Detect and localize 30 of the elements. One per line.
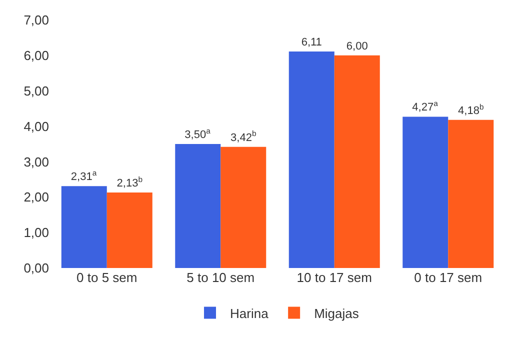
x-tick-label: 5 to 10 sem	[186, 270, 255, 285]
bar	[288, 52, 334, 268]
bar	[334, 55, 380, 268]
legend-label: Harina	[230, 306, 270, 321]
y-tick-label: 3,00	[24, 154, 49, 170]
y-tick-label: 0,00	[24, 260, 49, 276]
x-tick-label: 0 to 17 sem	[414, 270, 482, 285]
data-label: 4,18$^{b}$	[458, 102, 484, 117]
y-tick-label: 7,00	[24, 12, 49, 28]
bar	[402, 116, 448, 268]
bar	[448, 120, 494, 268]
y-tick-label: 1,00	[24, 225, 49, 240]
y-tick-label: 2,00	[24, 190, 49, 205]
bar	[61, 186, 107, 268]
bar	[106, 192, 152, 268]
legend-label: Migajas	[314, 306, 360, 321]
x-tick-label: 0 to 5 sem	[76, 270, 138, 285]
y-tick-label: 4,00	[24, 118, 49, 134]
y-tick-label: 6,00	[24, 48, 49, 63]
data-label: 6,11	[301, 36, 322, 49]
bar	[220, 146, 266, 268]
data-label: 6,00	[346, 40, 368, 52]
data-label: 2,31$^{a}$	[70, 168, 98, 184]
x-tick-label: 10 to 17 sem	[296, 270, 372, 285]
data-label: 4,27$^{a}$	[412, 99, 439, 114]
bar	[175, 144, 221, 268]
data-label: 3,50$^{a}$	[184, 126, 212, 141]
y-tick-label: 5,00	[24, 83, 49, 98]
data-label: 2,13$^{b}$	[116, 174, 142, 190]
data-label: 3,42$^{b}$	[230, 129, 256, 144]
